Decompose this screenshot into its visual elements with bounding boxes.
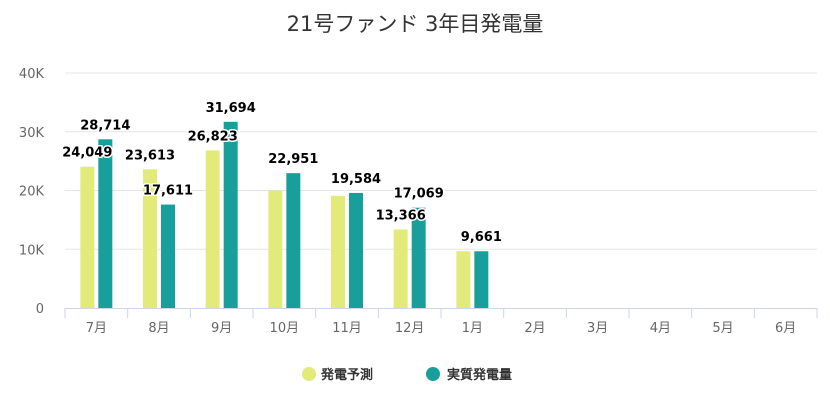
y-tick-label: 10K: [19, 243, 45, 258]
bar: [411, 207, 426, 308]
bar: [474, 251, 489, 308]
data-label: 24,049: [62, 146, 112, 161]
data-label: 28,714: [80, 118, 130, 133]
y-tick-label: 30K: [19, 126, 45, 141]
bar: [331, 195, 345, 308]
bar: [223, 121, 238, 308]
data-label: 17,611: [143, 184, 193, 199]
x-tick-label: 1月: [462, 321, 483, 336]
data-label: 22,951: [268, 152, 318, 167]
bars: [80, 121, 489, 308]
legend-marker: [426, 367, 440, 381]
y-tick-label: 20K: [19, 185, 45, 200]
data-label: 26,823: [188, 129, 238, 144]
x-tick-label: 8月: [148, 321, 169, 336]
x-tick-label: 3月: [587, 321, 608, 336]
bar: [268, 190, 283, 308]
legend-marker: [302, 367, 316, 381]
bar: [393, 229, 408, 308]
data-labels: 24,049 23,613 26,823 13,366 28,714 17,611 31,6…: [61, 99, 504, 246]
x-tick-label: 5月: [712, 321, 733, 336]
x-axis: 7月 8月 9月 10月 11月 12月 1月 2月 3月 4月 5月 6月: [64, 308, 818, 336]
data-label: 31,694: [206, 101, 256, 116]
x-tick-label: 6月: [775, 321, 796, 336]
bar: [143, 169, 157, 308]
data-label: 9,661: [461, 230, 502, 245]
chart-title: 21号ファンド 3年目発電量: [287, 12, 544, 36]
data-label: 17,069: [394, 187, 444, 202]
x-tick-label: 12月: [395, 321, 425, 336]
x-tick-label: 4月: [650, 321, 671, 336]
grid: [65, 72, 817, 250]
legend-label: 発電予測: [320, 367, 373, 383]
bar: [349, 192, 363, 308]
x-tick-label: 11月: [332, 321, 362, 336]
bar: [456, 251, 471, 308]
bar: [80, 166, 95, 308]
bar: [161, 204, 175, 308]
y-axis: 0 10K 20K 30K 40K: [19, 67, 45, 317]
bar: [205, 150, 220, 308]
x-tick-label: 9月: [211, 321, 232, 336]
bar: [98, 139, 113, 308]
bar: [286, 173, 301, 308]
data-label: 13,366: [376, 208, 426, 223]
x-tick-label: 7月: [86, 321, 107, 336]
x-tick-label: 10月: [270, 321, 300, 336]
x-tick-label: 2月: [524, 321, 545, 336]
legend-label: 実質発電量: [447, 367, 512, 383]
y-tick-label: 0: [36, 302, 44, 317]
legend: 発電予測 実質発電量: [302, 367, 512, 383]
data-label: 19,584: [331, 172, 381, 187]
y-tick-label: 40K: [19, 67, 45, 82]
data-label: 23,613: [125, 148, 175, 163]
